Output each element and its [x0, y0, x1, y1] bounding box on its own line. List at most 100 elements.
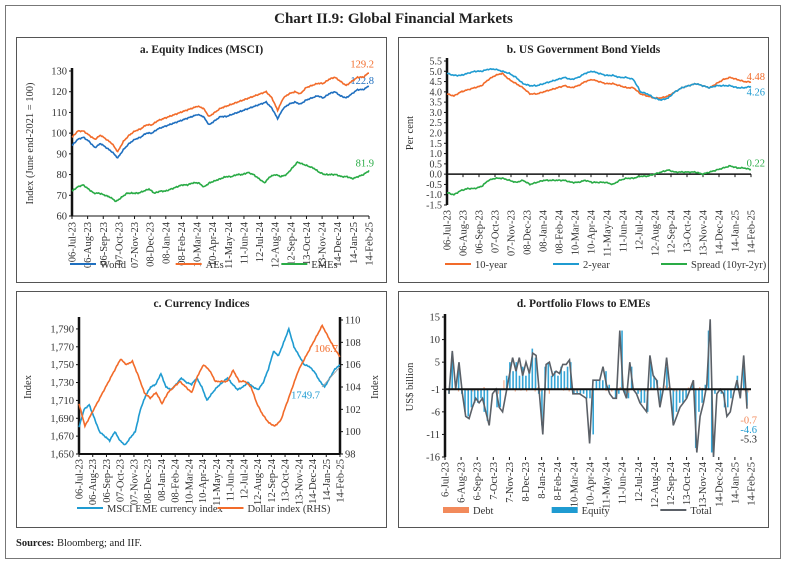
x-tick-label: 10-Apr-24 [587, 209, 598, 254]
bar-equity [541, 389, 543, 426]
legend-label-10-year: 10-year [475, 260, 508, 271]
y-axis-title-right: Index [370, 374, 381, 399]
series-line-msci-eme-currency-index [78, 326, 341, 446]
legend-label-spread-10yr-2yr: Spread (10yr-2yr) [691, 260, 767, 271]
x-tick-label: 7-Nov-23 [505, 462, 516, 503]
bar-equity [726, 389, 729, 408]
bar-equity [698, 389, 700, 412]
y-tick-label: 5.5 [430, 57, 443, 68]
end-label-total: -5.3 [740, 435, 757, 446]
x-tick-label: 8-Dec-23 [521, 462, 532, 502]
bar-equity [547, 362, 550, 390]
legend-label-msci-eme-currency-index: MSCI EME currency index [107, 504, 224, 515]
bar-equity [557, 375, 559, 390]
y-axis-title: US$ billion [405, 362, 416, 411]
x-tick-label: 8-Feb-24 [553, 461, 564, 500]
bar-equity [585, 389, 588, 399]
series-line-dollar-index-rhs [78, 323, 341, 429]
x-tick-label: 6-Sep-23 [473, 462, 484, 501]
end-label-spread-10yr-2yr: 0.22 [747, 159, 765, 170]
x-tick-label: 11-Jun-24 [226, 458, 237, 501]
bar-equity [566, 366, 569, 390]
bar-equity [730, 389, 732, 399]
panel-equity-indices: a. Equity Indices (MSCI) 60 70 80 90 100 110 1… [16, 37, 387, 283]
figure-title: Chart II.9: Global Financial Markets [274, 11, 513, 27]
x-tick-label: 12-Jul-24 [634, 461, 645, 502]
x-tick-label: 12-Aug-24 [253, 458, 264, 505]
legend-label-aes: AEs [206, 260, 224, 271]
x-tick-label: 12-Aug-24 [650, 461, 661, 508]
bar-debt [639, 389, 641, 392]
figure-frame [5, 5, 781, 559]
bar-equity [685, 389, 687, 399]
y-tick-label: 3.5 [430, 98, 443, 109]
y-tick-label: 1,770 [50, 342, 74, 353]
bar-debt [514, 389, 516, 392]
y-tick-label: 1,650 [50, 450, 74, 461]
end-label-2-year: 4.26 [747, 88, 765, 99]
x-tick-label: 06-Aug-23 [88, 459, 99, 505]
bar-equity [672, 389, 675, 421]
y-tick-label: 4.0 [430, 87, 443, 98]
bar-debt [503, 380, 505, 390]
bar-equity [483, 389, 486, 412]
bar-equity [653, 375, 655, 390]
end-label-10-year: 4.48 [747, 72, 765, 83]
x-tick-label: 13-Oct-24 [682, 461, 693, 505]
x-tick-label: 10-Apr-24 [585, 461, 596, 506]
x-tick-label: 06-Jul-23 [75, 459, 86, 499]
bar-equity [640, 389, 643, 403]
bar-equity [710, 389, 713, 453]
sources-text: Bloomberg; and IIF. [54, 538, 142, 549]
x-tick-label: 07-Nov-23 [507, 210, 518, 256]
panel-title: b. US Government Bond Yields [506, 44, 661, 56]
panel-portfolio-flows: d. Portfolio Flows to EMEs -16 -11 -6 -1 5 10… [398, 291, 769, 528]
y-tick-label: -1.5 [426, 201, 442, 212]
equity-chart: 60 70 80 90 100 110 120 130 06-Jul-23 06-Aug-23 06… [25, 60, 376, 271]
y-tick-label: 3.0 [430, 108, 443, 119]
y-tick-label: 104 [345, 383, 362, 394]
x-tick-label: 08-Jan-24 [161, 221, 172, 264]
y-tick-label: 110 [52, 108, 67, 119]
x-tick-label: 06-Sep-23 [99, 222, 110, 266]
legend-swatch-equity [551, 507, 578, 513]
x-tick-label: 14-Dec-24 [308, 458, 319, 504]
x-tick-label: 08-Feb-24 [555, 209, 566, 253]
x-tick-label: 13-Nov-24 [698, 461, 709, 508]
x-tick-label: 07-Oct-23 [116, 459, 127, 502]
series-line-aes [71, 72, 369, 153]
x-tick-label: 14-Jan-25 [322, 459, 333, 501]
currency-chart: 1,650 1,670 1,690 1,710 1,730 1,750 1,770 1,790… [23, 316, 381, 516]
y-tick-label: 80 [57, 170, 68, 181]
bar-equity [550, 375, 553, 390]
y-tick-label: 100 [345, 427, 361, 438]
x-tick-label: 13-Oct-24 [302, 221, 313, 265]
bar-debt [650, 387, 653, 390]
bar-equity [515, 362, 518, 390]
x-tick-label: 13-Oct-24 [281, 458, 292, 502]
y-tick-label: 5 [435, 358, 440, 369]
series-line-spread-10yr-2yr [446, 164, 752, 196]
panel-title: c. Currency Indices [153, 298, 250, 310]
bond-yields-chart: -1.5-1.0-0.50.00.51.01.52.02.53.03.54.04… [405, 57, 767, 272]
y-tick-label: 100 [51, 129, 67, 140]
x-tick-label: 11-May-24 [224, 221, 235, 269]
x-tick-label: 14-Feb-25 [365, 222, 376, 266]
x-tick-label: 06-Jul-23 [68, 222, 79, 262]
legend-label-debt: Debt [473, 506, 493, 517]
y-tick-label: 2.5 [430, 118, 443, 129]
bar-equity [678, 389, 681, 403]
end-label-msci-eme-currency-index: 1749.7 [291, 391, 320, 402]
bar-debt [537, 387, 539, 390]
series-line-total [448, 319, 748, 458]
x-tick-label: 07-Nov-23 [130, 222, 141, 268]
legend-label-dollar-index-rhs: Dollar index (RHS) [248, 504, 331, 515]
y-tick-label: 98 [345, 450, 356, 461]
bar-debt [472, 389, 474, 392]
y-axis-title-left: Index [23, 374, 34, 399]
y-tick-label: -0.5 [426, 180, 442, 191]
x-tick-label: 08-Dec-23 [143, 459, 154, 504]
x-tick-label: 06-Aug-23 [83, 222, 94, 268]
bar-equity [573, 389, 575, 394]
bar-equity [666, 366, 668, 390]
